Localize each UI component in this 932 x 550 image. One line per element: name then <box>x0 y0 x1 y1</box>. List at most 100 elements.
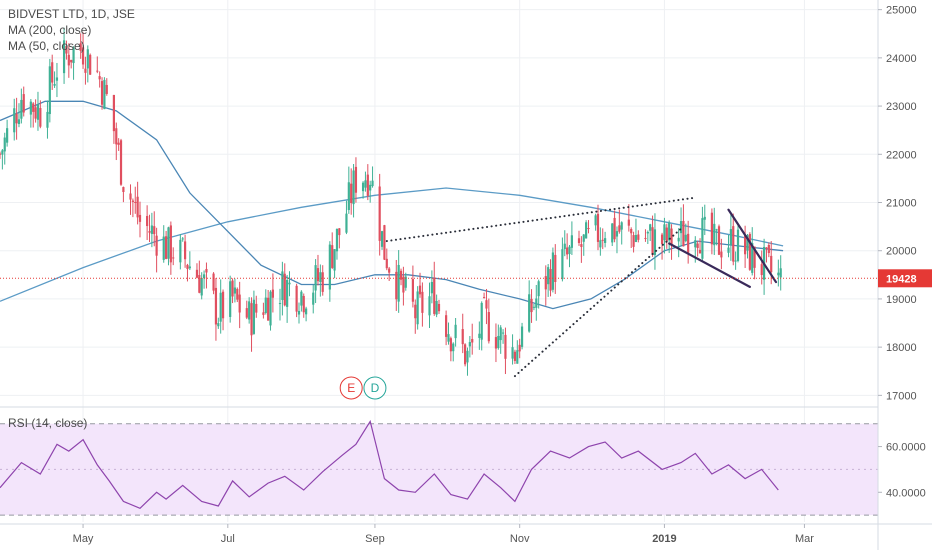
price-tick-label: 17000 <box>886 390 917 402</box>
candle-body <box>720 251 723 258</box>
event-marker[interactable] <box>363 376 387 400</box>
candle-body <box>421 291 424 313</box>
rsi-pane <box>0 406 878 516</box>
candle-body <box>644 237 647 239</box>
candle-body <box>530 298 533 313</box>
candle-body <box>580 244 583 247</box>
event-marker[interactable] <box>339 376 363 400</box>
candle-body <box>670 228 673 246</box>
candle-body <box>613 217 616 240</box>
candle-body <box>347 182 350 211</box>
candle-body <box>388 268 391 273</box>
candle-body <box>461 329 464 345</box>
candle-body <box>22 94 25 113</box>
candle-body <box>485 300 488 309</box>
candle-body <box>770 255 773 273</box>
candle-body <box>549 269 552 291</box>
candle-body <box>668 222 671 241</box>
candle-body <box>221 291 225 319</box>
candle-body <box>694 240 697 248</box>
trendlines[interactable] <box>385 196 778 378</box>
candle-body <box>350 183 353 204</box>
candle-body <box>630 229 633 234</box>
ma-50-line <box>0 100 784 310</box>
candle-body <box>269 291 272 326</box>
candle-body <box>615 231 619 237</box>
rsi-legend[interactable]: RSI (14, close) <box>8 416 88 430</box>
symbol-title[interactable]: BIDVEST LTD, 1D, JSE <box>8 7 135 21</box>
candle-body <box>653 229 657 255</box>
candle-body <box>302 295 305 313</box>
candle-body <box>217 323 220 327</box>
event-marker-label: E <box>347 381 355 395</box>
candle-body <box>734 260 737 262</box>
time-tick-label: 2019 <box>652 533 676 545</box>
candle-body <box>34 107 37 119</box>
candle-body <box>67 54 70 66</box>
candle-body <box>504 334 507 359</box>
candle-body <box>563 243 566 250</box>
candle-body <box>338 228 341 236</box>
candle-body <box>428 296 431 316</box>
candle-body <box>765 247 768 249</box>
last-price-label: 19428 <box>886 273 917 285</box>
candle-body <box>278 303 282 305</box>
candle-body <box>779 268 782 278</box>
candle-body <box>665 227 668 242</box>
price-tick-label: 21000 <box>886 198 917 210</box>
candle-body <box>544 276 547 290</box>
price-tick-label: 24000 <box>886 53 917 65</box>
candle-body <box>399 270 403 280</box>
candle-body <box>229 281 232 317</box>
candle-body <box>267 297 270 321</box>
candle-body <box>528 294 531 332</box>
price-tick-label: 18000 <box>886 342 917 354</box>
candle-body <box>454 324 457 339</box>
candle-body <box>331 245 334 268</box>
candle-body <box>305 308 308 315</box>
candle-body <box>449 338 452 352</box>
candle-body <box>753 246 756 268</box>
candle-body <box>345 213 348 233</box>
candle-body <box>195 269 199 278</box>
candle-body <box>701 218 704 259</box>
candle-body <box>262 312 265 315</box>
candle-body <box>335 228 339 252</box>
candle-body <box>604 238 607 243</box>
candle-body <box>430 281 433 294</box>
candle-body <box>153 226 156 235</box>
candle-body <box>684 234 687 242</box>
ma-50-legend[interactable]: MA (50, close) <box>8 39 85 53</box>
candle-body <box>744 235 747 255</box>
candle-body <box>497 335 500 349</box>
ma-200-legend[interactable]: MA (200, close) <box>8 23 92 37</box>
time-tick-label: Nov <box>510 533 530 545</box>
candle-body <box>561 249 564 280</box>
candle-body <box>729 229 732 245</box>
solid-trendline <box>668 242 751 288</box>
candle-body <box>713 223 716 246</box>
candle-body <box>599 240 602 248</box>
candle-body <box>20 99 23 119</box>
candle-body <box>732 226 735 262</box>
candle-body <box>710 212 713 245</box>
candle-body <box>435 300 438 315</box>
candle-body <box>547 267 550 285</box>
candle-body <box>585 222 588 239</box>
candle-body <box>62 40 66 74</box>
price-tick-label: 25000 <box>886 5 917 17</box>
candle-body <box>660 234 664 245</box>
candle-body <box>418 285 422 295</box>
candle-body <box>746 235 749 251</box>
candle-body <box>677 237 680 242</box>
candle-body <box>297 310 301 315</box>
candle-body <box>264 297 267 313</box>
candle-body <box>736 229 740 261</box>
candle-body <box>245 308 248 318</box>
candle-body <box>312 292 315 305</box>
candle-body <box>205 268 208 273</box>
candle-body <box>300 291 303 306</box>
